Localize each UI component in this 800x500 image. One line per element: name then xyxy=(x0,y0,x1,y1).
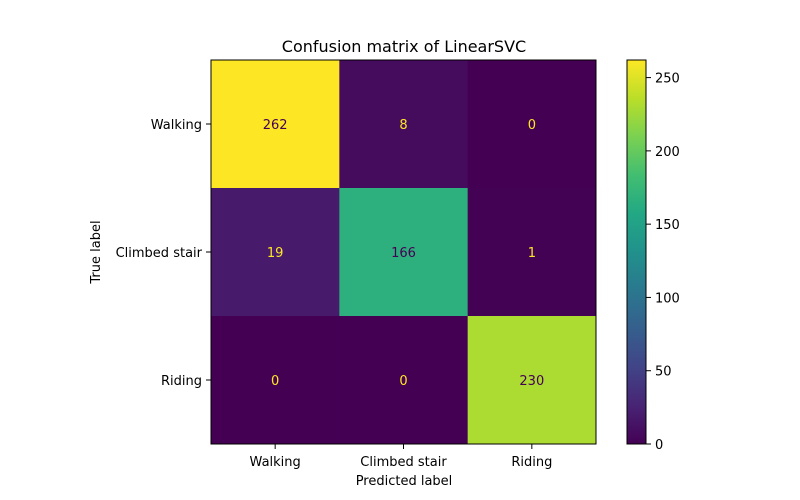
heatmap-cell xyxy=(467,188,597,317)
cell-value-label: 262 xyxy=(263,118,288,133)
heatmap-cell xyxy=(211,60,340,189)
colorbar-tick-label: 250 xyxy=(655,72,680,87)
heatmap-cells xyxy=(211,60,597,445)
x-axis-label: Predicted label xyxy=(356,474,453,489)
cell-value-label: 1 xyxy=(528,246,536,261)
cell-value-label: 0 xyxy=(399,374,407,389)
heatmap-cell xyxy=(339,60,469,189)
heatmap-cell xyxy=(339,188,469,317)
cell-value-label: 230 xyxy=(519,374,544,389)
colorbar xyxy=(626,59,647,445)
cell-value-label: 0 xyxy=(528,118,536,133)
chart-title: Confusion matrix of LinearSVC xyxy=(282,37,526,56)
x-axis-ticks: Walking Climbed stair Riding xyxy=(250,444,552,470)
y-axis-ticks: Walking Climbed stair Riding xyxy=(116,118,211,389)
heatmap-cell xyxy=(211,188,340,317)
heatmap-cell xyxy=(467,60,597,189)
colorbar-ticks: 0 50 100 150 200 250 xyxy=(646,72,680,453)
colorbar-tick-label: 50 xyxy=(655,365,672,380)
colorbar-tick-label: 100 xyxy=(655,291,680,306)
colorbar-tick-label: 200 xyxy=(655,145,680,160)
heatmap-cell xyxy=(467,316,597,445)
cell-value-label: 0 xyxy=(271,374,279,389)
colorbar-tick-label: 150 xyxy=(655,218,680,233)
y-tick-label: Riding xyxy=(161,374,202,389)
heatmap-cell xyxy=(339,316,469,445)
cell-value-label: 19 xyxy=(267,246,284,261)
x-tick-label: Riding xyxy=(511,455,552,470)
cell-value-label: 8 xyxy=(399,118,407,133)
y-tick-label: Climbed stair xyxy=(116,246,203,261)
x-tick-label: Climbed stair xyxy=(360,455,447,470)
heatmap-cell xyxy=(211,316,340,445)
cell-value-label: 166 xyxy=(391,246,416,261)
colorbar-tick-label: 0 xyxy=(655,438,663,453)
x-tick-label: Walking xyxy=(250,455,301,470)
y-axis-label: True label xyxy=(89,220,104,284)
y-tick-label: Walking xyxy=(151,118,202,133)
heatmap-cell-labels: 262 8 0 19 166 1 0 0 230 xyxy=(263,118,544,389)
